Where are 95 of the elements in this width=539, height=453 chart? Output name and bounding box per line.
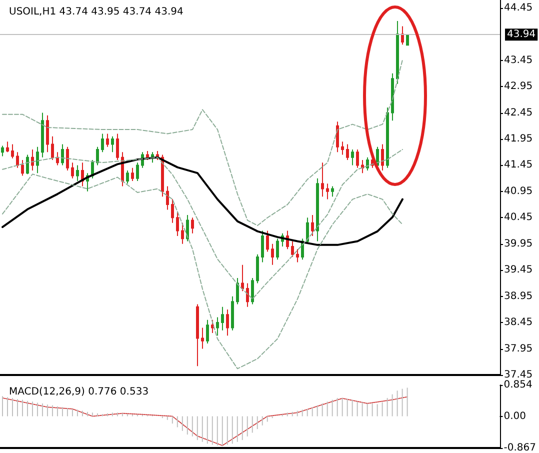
candlestick [306,217,309,244]
line-series [2,156,404,246]
candlestick [276,238,279,260]
y-tick-label: 39.45 [504,264,533,276]
candlestick [271,243,274,266]
y-tick-label: 39.95 [504,238,533,250]
y-tick-label: 40.45 [504,212,533,224]
candlestick [351,148,354,166]
candlestick [406,34,409,46]
y-tick-label: 0.854 [504,380,532,390]
candlestick [341,141,344,156]
candlestick [186,214,189,242]
candlestick [166,186,169,210]
y-tick-label: -0.867 [504,442,536,453]
candlestick [316,178,319,242]
candlestick [331,186,334,198]
candlestick [296,248,299,263]
candlestick [256,254,259,284]
ref-line-label: 43.94 [507,29,536,40]
y-tick-label: 0.00 [504,410,526,422]
y-tick-label: 44.45 [504,2,533,14]
candlestick [66,146,69,171]
candlestick [251,277,254,305]
candlestick [261,230,264,263]
candlestick [366,156,369,171]
candlestick [246,282,249,308]
candlestick [201,327,204,350]
candlestick [51,136,54,160]
line-series [2,396,408,446]
candlestick [386,107,389,168]
candlestick [16,152,19,168]
y-tick-label: 38.45 [504,317,533,328]
candlestick [196,304,199,367]
candlestick [236,277,239,305]
candlestick [181,222,184,244]
candlestick [396,20,399,84]
candlestick [21,159,24,176]
y-tick-label: 43.45 [504,54,533,66]
candlestick [41,112,44,158]
candlestick [31,148,34,171]
candlestick [361,159,364,174]
candlestick [346,144,349,160]
candlestick [146,150,149,160]
candlestick [56,152,59,166]
candlestick [26,154,29,175]
candlestick [381,144,384,171]
candlestick [176,212,179,237]
candlestick [206,319,209,344]
line-series [2,174,403,370]
line-series [2,59,403,226]
candlestick [356,148,359,168]
line-series [2,148,403,300]
candlestick [191,217,194,234]
candlestick [116,133,119,160]
y-tick-label: 40.95 [504,186,533,197]
candlestick [136,162,139,182]
candlestick [71,162,74,179]
chart-title: MACD(12,26,9) 0.776 0.533 [9,386,149,398]
candlestick [226,308,229,336]
y-tick-label: 41.95 [504,133,533,144]
candlestick [391,72,394,122]
candlestick [76,164,79,182]
candlestick [106,133,109,148]
candlestick [1,145,4,157]
candlestick [11,144,14,159]
candlestick [216,316,219,336]
candlestick [6,141,9,153]
y-tick-label: 42.95 [504,81,533,92]
y-tick-label: 37.95 [504,343,533,354]
candlestick [401,26,404,46]
candlestick [151,152,154,164]
y-tick-label: 42.45 [504,107,533,118]
y-tick-label: 37.45 [504,370,533,380]
y-tick-label: 38.95 [504,290,533,302]
candlestick [321,162,324,198]
candlestick [291,240,294,258]
candlestick [266,230,269,252]
candlestick [126,170,129,184]
text: USOIL,H1 43.74 43.95 43.74 43.94 [9,6,184,18]
candlestick [211,319,214,334]
candlestick [171,198,174,224]
candlestick [111,136,114,153]
candlestick [36,146,39,174]
candlestick [241,264,244,292]
candlestick [131,167,134,182]
candlestick [326,183,329,200]
candlestick [311,214,314,237]
candlestick [231,296,234,331]
y-tick-label: 41.45 [504,160,533,171]
candlestick [221,306,224,331]
candlestick [46,114,49,153]
candlestick [101,133,104,153]
candlestick [61,144,64,166]
candlestick [336,121,339,153]
candlestick [96,146,99,166]
